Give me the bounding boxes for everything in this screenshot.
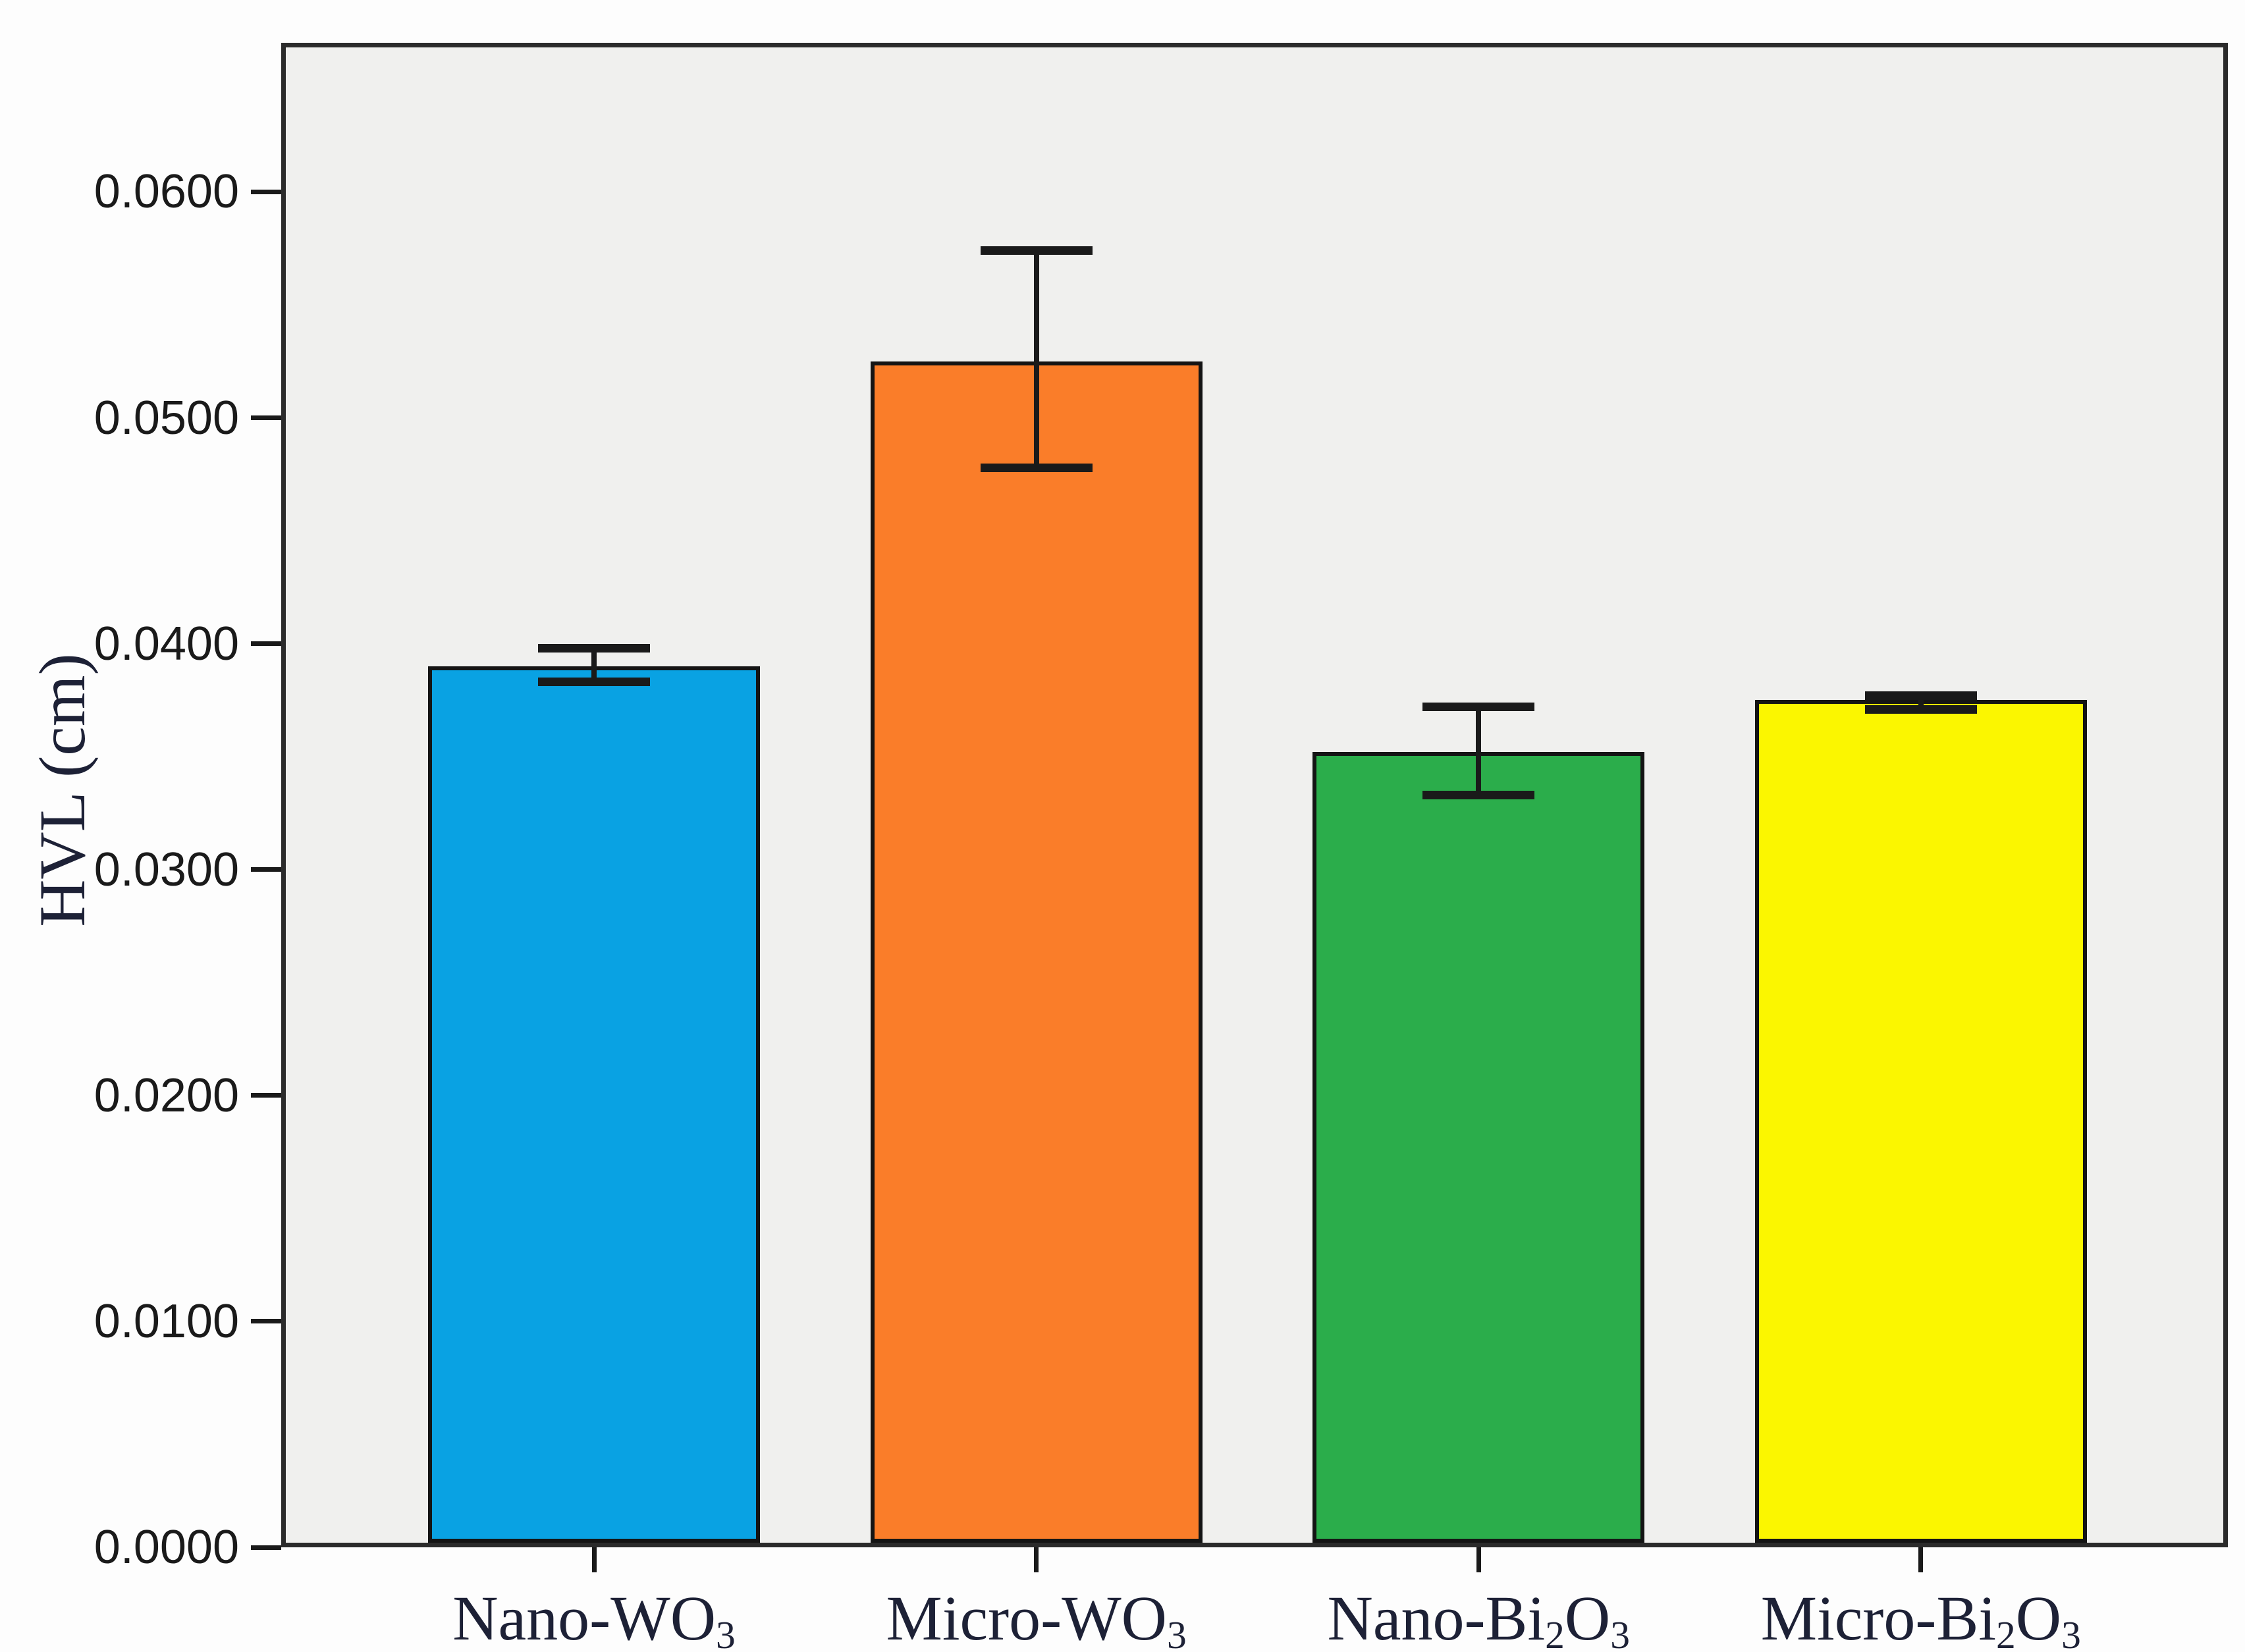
- bar-nano-wo3: [428, 666, 761, 1543]
- error-bar-line-nano-bi2o3: [1476, 706, 1482, 795]
- category-label-subscript: 3: [1167, 1613, 1187, 1652]
- y-tick-label: 0.0600: [94, 165, 239, 219]
- error-bar-line-micro-wo3: [1033, 250, 1039, 467]
- y-tick-mark: [251, 189, 281, 194]
- category-label-micro-bi2o3: Micro-Bi2O3: [1658, 1587, 2184, 1652]
- y-tick-mark: [251, 1319, 281, 1324]
- category-label-part: O: [2015, 1583, 2062, 1652]
- category-label-micro-wo3: Micro-WO3: [773, 1587, 1300, 1652]
- error-bar-line-micro-bi2o3: [1918, 695, 1924, 710]
- y-tick-mark: [251, 641, 281, 647]
- category-label-part: Micro-WO: [886, 1583, 1167, 1652]
- category-label-subscript: 3: [716, 1613, 736, 1652]
- error-bar-cap-bottom-micro-wo3: [980, 463, 1093, 472]
- y-tick-label: 0.0000: [94, 1521, 239, 1574]
- x-tick-mark-nano-bi2o3: [1476, 1547, 1481, 1572]
- category-label-nano-bi2o3: Nano-Bi2O3: [1215, 1587, 1742, 1652]
- x-tick-mark-nano-wo3: [591, 1547, 597, 1572]
- category-label-subscript: 3: [2061, 1613, 2081, 1652]
- error-bar-cap-bottom-micro-bi2o3: [1864, 705, 1977, 714]
- error-bar-cap-bottom-nano-wo3: [538, 678, 651, 687]
- error-bar-cap-bottom-nano-bi2o3: [1422, 791, 1535, 799]
- category-label-subscript: 2: [1996, 1613, 2016, 1652]
- y-tick-mark: [251, 415, 281, 421]
- y-tick-label: 0.0100: [94, 1294, 239, 1348]
- y-tick-mark: [251, 1093, 281, 1098]
- x-tick-mark-micro-bi2o3: [1918, 1547, 1924, 1572]
- error-bar-cap-top-micro-wo3: [980, 246, 1093, 255]
- y-tick-label: 0.0200: [94, 1069, 239, 1122]
- category-label-part: Nano-WO: [452, 1583, 717, 1652]
- category-label-part: Nano-Bi: [1327, 1583, 1546, 1652]
- bar-micro-bi2o3: [1754, 700, 2087, 1543]
- y-tick-mark: [251, 1545, 281, 1550]
- error-bar-line-nano-wo3: [591, 648, 597, 682]
- y-tick-mark: [251, 867, 281, 872]
- y-tick-label: 0.0500: [94, 391, 239, 444]
- bar-nano-bi2o3: [1312, 752, 1645, 1543]
- category-label-part: O: [1564, 1583, 1611, 1652]
- error-bar-cap-top-micro-bi2o3: [1864, 691, 1977, 701]
- category-label-subscript: 2: [1545, 1613, 1565, 1652]
- category-label-nano-wo3: Nano-WO3: [331, 1587, 857, 1652]
- category-label-subscript: 3: [1610, 1613, 1630, 1652]
- x-tick-mark-micro-wo3: [1034, 1547, 1039, 1572]
- y-tick-label: 0.0300: [94, 843, 239, 896]
- error-bar-cap-top-nano-bi2o3: [1422, 703, 1535, 712]
- y-tick-label: 0.0400: [94, 617, 239, 670]
- bar-micro-wo3: [870, 361, 1203, 1543]
- error-bar-cap-top-nano-wo3: [538, 643, 651, 653]
- category-label-part: Micro-Bi: [1760, 1583, 1997, 1652]
